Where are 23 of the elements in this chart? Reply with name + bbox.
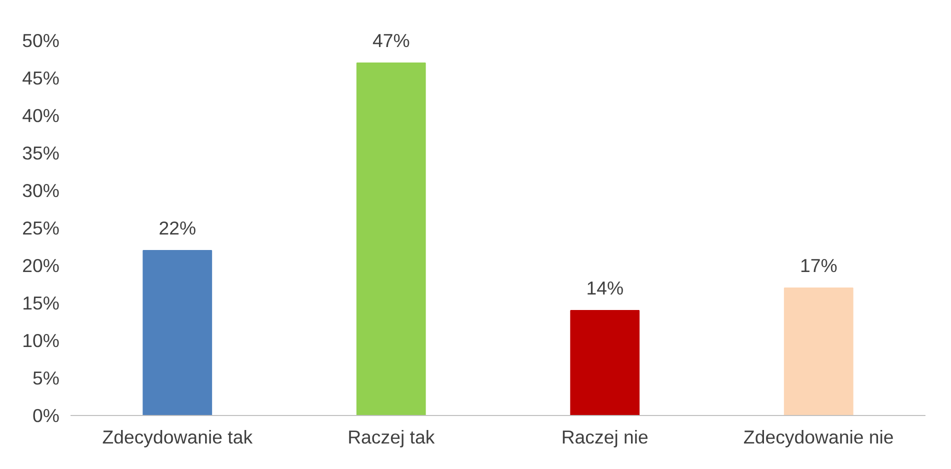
y-tick-label: 5% xyxy=(32,368,60,388)
bar xyxy=(142,250,212,416)
data-label: 17% xyxy=(800,255,838,276)
y-tick-label: 20% xyxy=(22,255,60,276)
y-tick-label: 10% xyxy=(22,330,60,351)
x-tick-label: Zdecydowanie nie xyxy=(743,426,894,448)
data-label: 14% xyxy=(586,278,624,298)
y-tick-label: 40% xyxy=(22,105,60,126)
data-label: 47% xyxy=(372,30,410,51)
y-tick-label: 35% xyxy=(22,142,60,164)
y-tick-label: 50% xyxy=(22,30,60,51)
y-tick-label: 30% xyxy=(22,180,60,201)
y-tick-label: 15% xyxy=(22,292,60,314)
bar xyxy=(570,310,640,416)
x-tick-label: Raczej nie xyxy=(561,426,648,448)
x-tick-label: Raczej tak xyxy=(348,426,436,448)
bar xyxy=(784,288,854,416)
y-tick-label: 0% xyxy=(32,405,60,426)
bar xyxy=(356,62,426,416)
x-tick-label: Zdecydowanie tak xyxy=(102,426,254,448)
data-label: 22% xyxy=(158,218,196,238)
y-tick-label: 45% xyxy=(22,68,60,88)
y-tick-label: 25% xyxy=(22,218,60,238)
